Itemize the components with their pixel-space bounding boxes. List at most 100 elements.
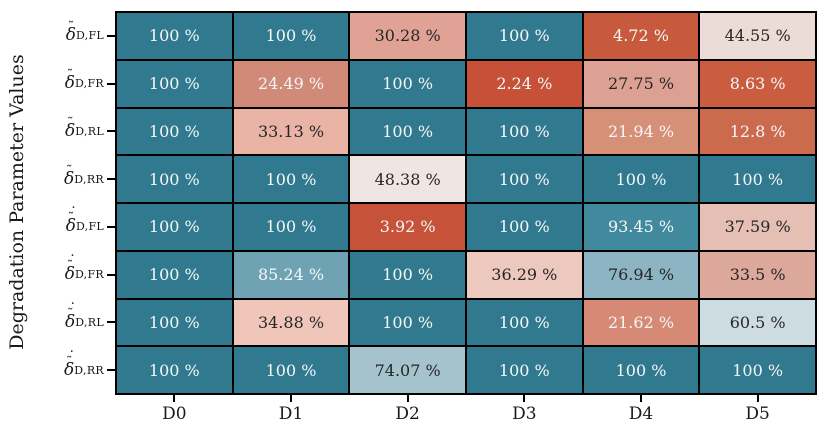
- greek-delta-symbol: δ ˜: [64, 163, 75, 189]
- heatmap-cell: 8.63 %: [700, 60, 815, 107]
- heatmap-cell: 100 %: [466, 204, 582, 250]
- y-tick-label-subscript: D,RL: [75, 124, 104, 138]
- heatmap-cell: 12.8 %: [700, 108, 815, 155]
- heatmap-cell: 100 %: [233, 347, 349, 393]
- heatmap-cell: 4.72 %: [583, 13, 699, 59]
- y-tick-label: δ ˜ ˙ D,RR: [0, 347, 104, 385]
- y-axis-tick: [107, 321, 115, 324]
- y-tick-label: δ ˜ D,FR: [0, 69, 104, 99]
- heatmap-cell: 100 %: [350, 299, 465, 346]
- heatmap-cell: 2.24 %: [466, 60, 582, 107]
- heatmap-cell: 100 %: [117, 108, 232, 155]
- heatmap-cell: 100 %: [117, 204, 232, 250]
- heatmap-cell: 100 %: [466, 13, 582, 59]
- greek-delta-symbol: δ ˜: [65, 115, 76, 141]
- heatmap-cell: 100 %: [117, 347, 232, 393]
- heatmap-cell: 27.75 %: [583, 60, 699, 107]
- x-axis-tick: [640, 395, 642, 402]
- y-tick-label: δ ˜ ˙ D,FL: [0, 204, 104, 242]
- greek-delta-symbol: δ ˜ ˙: [64, 347, 76, 380]
- tilde-accent: ˜: [67, 306, 74, 322]
- x-tick-label: D2: [395, 404, 420, 424]
- x-tick-label: D4: [628, 404, 654, 424]
- y-axis-tick: [107, 178, 115, 181]
- x-axis-tick: [290, 395, 292, 402]
- heatmap-cell: 100 %: [350, 251, 465, 298]
- heatmap-cell: 100 %: [583, 347, 699, 393]
- heatmap-cell: 30.28 %: [350, 13, 465, 59]
- heatmap-cell: 60.5 %: [700, 299, 815, 346]
- heatmap-cell: 100 %: [117, 251, 232, 298]
- greek-delta-symbol: δ ˜ ˙: [64, 252, 77, 285]
- tilde-accent: ˜: [66, 163, 73, 179]
- heatmap-cell: 100 %: [117, 13, 232, 59]
- y-tick-label-subscript: D,FL: [75, 220, 104, 234]
- heatmap-cell: 100 %: [233, 156, 349, 202]
- heatmap-cell: 100 %: [117, 156, 232, 202]
- heatmap-cell: 100 %: [233, 204, 349, 250]
- heatmap-cell: 100 %: [700, 347, 815, 393]
- heatmap-cell: 100 %: [700, 156, 815, 202]
- x-axis-tick: [756, 395, 759, 402]
- dot-accent: ˙: [69, 299, 77, 318]
- y-axis-tick: [107, 82, 115, 85]
- heatmap-cell: 100 %: [117, 299, 232, 346]
- heatmap-cell: 100 %: [466, 347, 582, 393]
- x-axis-tick: [406, 395, 409, 402]
- heatmap-cell: 93.45 %: [583, 204, 699, 250]
- heatmap-cell: 21.94 %: [583, 108, 699, 155]
- heatmap-cell: 100 %: [350, 108, 465, 155]
- y-axis-tick: [107, 130, 115, 133]
- y-tick-label: δ ˜ ˙ D,FR: [0, 252, 104, 290]
- y-tick-label-subscript: D,RR: [74, 172, 104, 186]
- greek-delta-symbol: δ ˜: [64, 68, 75, 94]
- heatmap-cell: 48.38 %: [350, 156, 465, 202]
- heatmap-cell: 100 %: [466, 299, 582, 346]
- heatmap-cell: 100 %: [350, 60, 465, 107]
- y-axis-tick: [107, 225, 115, 228]
- heatmap-cell: 74.07 %: [350, 347, 465, 393]
- dot-accent: ˙: [68, 252, 77, 271]
- x-axis-tick: [173, 395, 176, 402]
- heatmap-cell: 33.13 %: [233, 108, 349, 155]
- dot-accent: ˙: [68, 347, 76, 366]
- heatmap-cell: 100 %: [117, 60, 232, 107]
- heatmap-cell: 100 %: [466, 156, 582, 202]
- y-tick-label-subscript: D,FR: [74, 268, 104, 282]
- heatmap-cell: 24.49 %: [233, 60, 349, 107]
- y-tick-label-subscript: D,RR: [74, 363, 104, 377]
- heatmap-cell: 36.29 %: [466, 251, 582, 298]
- heatmap-cell: 21.62 %: [583, 299, 699, 346]
- heatmap-grid: 100 % 100 % 30.28 % 100 % 4.72 % 44.55 % 100 %…: [115, 11, 817, 395]
- y-tick-label-subscript: D,RL: [75, 315, 104, 329]
- greek-delta-symbol: δ ˜ ˙: [65, 299, 77, 332]
- x-tick-label: D5: [745, 404, 770, 424]
- y-axis-tick: [107, 369, 115, 372]
- x-tick-label: D1: [278, 404, 304, 424]
- tilde-accent: ˜: [66, 259, 74, 275]
- y-tick-label-subscript: D,FL: [75, 29, 104, 43]
- tilde-accent: ˜: [67, 115, 74, 131]
- heatmap-cell: 34.88 %: [233, 299, 349, 346]
- heatmap-cell: 76.94 %: [583, 251, 699, 298]
- heatmap-cell: 3.92 %: [350, 204, 465, 250]
- dot-accent: ˙: [69, 204, 78, 223]
- tilde-accent: ˜: [67, 20, 75, 36]
- heatmap-cell: 100 %: [583, 156, 699, 202]
- x-axis-tick: [523, 395, 526, 402]
- heatmap-cell: 33.5 %: [700, 251, 815, 298]
- tilde-accent: ˜: [66, 68, 74, 84]
- heatmap-cell: 100 %: [233, 13, 349, 59]
- y-axis-tick: [107, 34, 115, 37]
- x-tick-label: D3: [512, 404, 537, 424]
- heatmap-cell: 85.24 %: [233, 251, 349, 298]
- y-tick-label: δ ˜ ˙ D,RL: [0, 299, 104, 337]
- heatmap-cell: 100 %: [466, 108, 582, 155]
- heatmap-cell: 37.59 %: [700, 204, 815, 250]
- y-tick-label: δ ˜ D,FL: [0, 21, 104, 51]
- greek-delta-symbol: δ ˜ ˙: [65, 204, 78, 237]
- y-tick-label-subscript: D,FR: [74, 77, 104, 91]
- y-tick-label: δ ˜ D,RL: [0, 116, 104, 146]
- greek-delta-symbol: δ ˜: [65, 20, 76, 46]
